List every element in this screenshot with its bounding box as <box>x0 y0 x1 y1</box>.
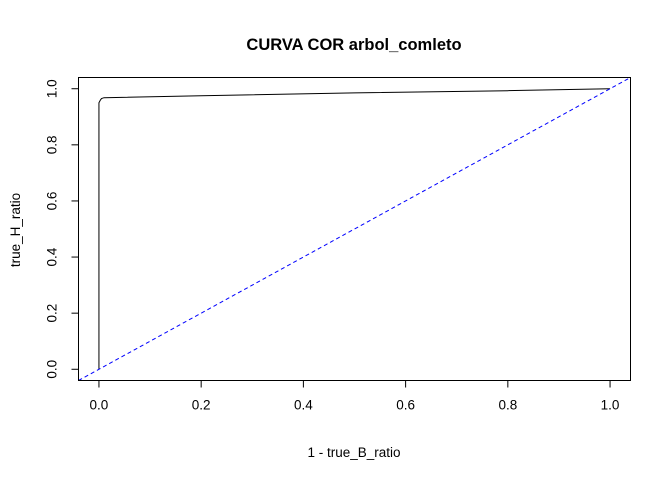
y-tick-label: 0.0 <box>45 360 60 379</box>
y-tick-label: 0.2 <box>45 304 60 323</box>
roc-curve-line <box>98 88 611 370</box>
diagonal-reference-line <box>78 77 631 381</box>
y-axis-label: true_H_ratio <box>8 193 23 267</box>
y-axis: 0.0 0.2 0.4 0.6 0.8 1.0 <box>45 79 79 379</box>
x-tick-label: 0.4 <box>294 398 313 413</box>
chart-title: CURVA COR arbol_comleto <box>246 36 461 54</box>
x-tick-label: 0.0 <box>90 398 109 413</box>
y-tick-label: 0.6 <box>45 192 60 211</box>
plot-frame <box>78 77 631 381</box>
y-tick-label: 0.8 <box>45 135 60 154</box>
y-tick-label: 1.0 <box>45 79 60 98</box>
series-layer <box>78 77 631 381</box>
x-tick-label: 0.8 <box>498 398 517 413</box>
x-tick-label: 0.6 <box>396 398 415 413</box>
x-tick-label: 1.0 <box>601 398 620 413</box>
x-axis-label: 1 - true_B_ratio <box>307 445 400 460</box>
x-axis: 0.0 0.2 0.4 0.6 0.8 1.0 <box>90 380 620 413</box>
x-tick-label: 0.2 <box>192 398 211 413</box>
y-tick-label: 0.4 <box>45 247 60 266</box>
